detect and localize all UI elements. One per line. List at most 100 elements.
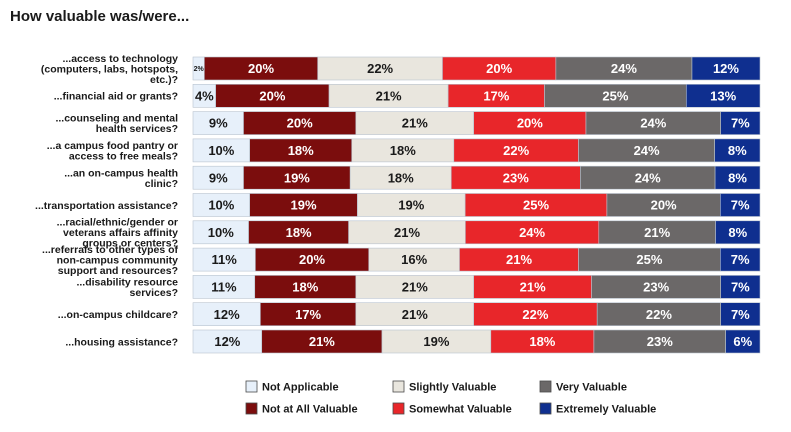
data-label: 7% (731, 116, 750, 131)
data-label: 19% (291, 198, 317, 213)
data-label: 20% (486, 61, 512, 76)
data-label: 21% (376, 88, 402, 103)
data-label: 18% (288, 143, 314, 158)
data-label: 8% (728, 170, 747, 185)
legend-swatch (392, 380, 405, 393)
data-label: 19% (398, 198, 424, 213)
data-label: 9% (209, 116, 228, 131)
data-label: 22% (503, 143, 529, 158)
data-label: 7% (731, 307, 750, 322)
data-label: 10% (208, 198, 234, 213)
bar-segment (720, 275, 761, 299)
bar-segment (720, 193, 761, 217)
data-label: 18% (286, 225, 312, 240)
category-label: ...a campus food pantry or access to free… (47, 140, 178, 163)
data-label: 8% (728, 143, 747, 158)
data-label: 18% (529, 334, 555, 349)
data-label: 21% (644, 225, 670, 240)
bar-segment (714, 138, 761, 163)
legend-swatch (539, 402, 552, 415)
legend-label: Somewhat Valuable (409, 404, 512, 416)
bar-segment (720, 302, 761, 327)
legend: Not Applicable Slightly Valuable Very Valu… (245, 380, 656, 416)
category-label: ...financial aid or grants? (54, 91, 178, 103)
bar-segment (725, 329, 761, 354)
data-label: 21% (394, 225, 420, 240)
data-label: 25% (523, 198, 549, 213)
data-labels: 2% 20% 22% 20% 24% 12%4% 20% 21% 17% 25% 13%9% 20% 2… (194, 61, 753, 349)
bar-segment (714, 165, 761, 190)
data-label: 2% (194, 66, 205, 73)
data-label: 20% (259, 88, 285, 103)
category-label: ...housing assistance? (65, 336, 178, 348)
data-label: 17% (295, 307, 321, 322)
bar-segment (691, 56, 761, 81)
legend-swatch (245, 402, 258, 415)
data-label: 12% (214, 334, 240, 349)
legend-swatch (539, 380, 552, 393)
data-label: 25% (636, 252, 662, 267)
category-label: ...referrals to other types of non-campus… (42, 244, 178, 277)
data-label: 23% (647, 334, 673, 349)
data-label: 17% (483, 88, 509, 103)
data-label: 10% (208, 225, 234, 240)
data-label: 24% (634, 143, 660, 158)
data-label: 20% (651, 198, 677, 213)
data-label: 6% (733, 334, 752, 349)
legend-swatch (392, 402, 405, 415)
data-label: 7% (731, 252, 750, 267)
data-label: 21% (520, 280, 546, 295)
legend-label: Extremely Valuable (556, 404, 656, 416)
data-label: 22% (367, 61, 393, 76)
bar-segment (720, 247, 761, 272)
data-label: 22% (522, 307, 548, 322)
category-label: ...access to technology (computers, labs,… (41, 53, 178, 86)
data-label: 18% (292, 280, 318, 295)
data-label: 11% (212, 252, 238, 267)
data-label: 11% (211, 280, 237, 295)
category-label: ...an on-campus health clinic? (64, 167, 178, 190)
data-label: 20% (248, 61, 274, 76)
category-labels: ...access to technology (computers, labs,… (35, 53, 179, 348)
data-label: 12% (214, 307, 240, 322)
data-label: 19% (284, 170, 310, 185)
category-label: ...racial/ethnic/gender or veterans affai… (57, 217, 179, 250)
bars (192, 56, 761, 354)
data-label: 12% (713, 61, 739, 76)
data-label: 22% (646, 307, 672, 322)
data-label: 21% (506, 252, 532, 267)
chart-title: How valuable was/were... (10, 8, 189, 25)
legend-label: Not Applicable (262, 382, 339, 394)
category-label: ...on-campus childcare? (58, 309, 178, 321)
data-label: 19% (423, 334, 449, 349)
data-label: 20% (287, 116, 313, 131)
legend-label: Not at All Valuable (262, 404, 358, 416)
data-label: 10% (208, 143, 234, 158)
data-label: 24% (611, 61, 637, 76)
legend-swatch (245, 380, 258, 393)
data-label: 21% (402, 116, 428, 131)
bar-segment (685, 84, 761, 108)
data-label: 7% (731, 280, 750, 295)
data-label: 24% (519, 225, 545, 240)
data-label: 24% (635, 170, 661, 185)
category-label: ...counseling and mental health services? (55, 113, 178, 135)
data-label: 23% (643, 280, 669, 295)
data-label: 8% (728, 225, 747, 240)
bar-segment (715, 220, 761, 245)
data-label: 16% (401, 252, 427, 267)
legend-label: Very Valuable (556, 382, 627, 394)
data-label: 7% (731, 198, 750, 213)
data-label: 13% (710, 88, 736, 103)
data-label: 20% (517, 116, 543, 131)
data-label: 25% (602, 88, 628, 103)
data-label: 21% (402, 307, 428, 322)
data-label: 21% (402, 280, 428, 295)
data-label: 20% (299, 252, 325, 267)
data-label: 18% (388, 170, 414, 185)
data-label: 18% (390, 143, 416, 158)
bar-segment (720, 111, 761, 135)
category-label: ...disability resource services? (76, 276, 178, 299)
category-label: ...transportation assistance? (35, 200, 178, 212)
